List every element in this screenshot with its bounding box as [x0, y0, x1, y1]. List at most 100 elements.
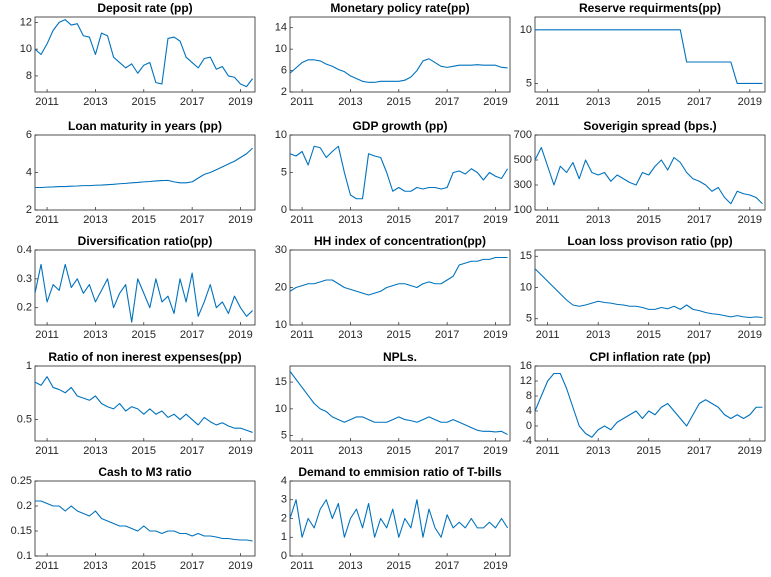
x-tick-label: 2015 [387, 96, 411, 108]
series [535, 29, 763, 84]
x-tick-label: 2011 [536, 96, 560, 108]
y-tick-label: 2 [26, 204, 32, 216]
panel-title: Ratio of non inerest expenses(pp) [48, 350, 241, 364]
x-tick-label: 2019 [738, 445, 762, 457]
series [290, 145, 509, 200]
x-tick-label: 2019 [483, 96, 507, 108]
x-tick-label: 2015 [387, 214, 411, 226]
plot-area [534, 16, 766, 93]
y-tick-label: 0.1 [17, 550, 32, 562]
data-line [290, 371, 508, 436]
x-tick-label: 2017 [435, 214, 459, 226]
x-tick-label: 2011 [290, 560, 314, 572]
x-tick-label: 2019 [228, 560, 252, 572]
y-tick-label: 5 [281, 430, 287, 442]
y-tick-label: 10 [275, 319, 287, 331]
x-tick-label: 2015 [132, 96, 156, 108]
series [35, 19, 254, 88]
plot-area [289, 249, 511, 326]
y-tick-label: 100 [514, 204, 532, 216]
x-tick-label: 2017 [180, 329, 204, 341]
panel-title: Soverigin spread (bps.) [583, 119, 716, 133]
x-tick-label: 2019 [228, 96, 252, 108]
y-tick-label: 5 [526, 313, 532, 325]
data-line [290, 499, 509, 538]
y-tick-label: 4 [526, 405, 532, 417]
data-line [35, 376, 253, 433]
panel-title: CPI inflation rate (pp) [589, 350, 710, 364]
data-line [535, 268, 763, 319]
panel: Cash to M3 ratio 0.1 0.15 0.2 0.25 2011 2013 20… [11, 465, 256, 572]
y-tick-label: 4 [26, 166, 32, 178]
panel: Monetary policy rate(pp) 2 6 10 14 2011 2013 20… [275, 1, 511, 108]
x-tick-label: 2019 [483, 560, 507, 572]
y-tick-label: -4 [522, 435, 532, 447]
plot-area [289, 134, 511, 211]
y-tick-label: 2 [281, 512, 287, 524]
data-line [290, 145, 509, 200]
x-tick-label: 2015 [636, 214, 660, 226]
series [290, 58, 508, 83]
series [35, 147, 253, 189]
y-tick-label: 500 [514, 154, 532, 166]
panel-title: Diversification ratio(pp) [78, 234, 213, 248]
x-tick-label: 2013 [83, 96, 107, 108]
x-tick-label: 2013 [586, 445, 610, 457]
x-tick-label: 2019 [228, 329, 252, 341]
panel-title: Cash to M3 ratio [98, 465, 191, 479]
series [290, 371, 508, 436]
x-tick-label: 2019 [738, 96, 762, 108]
y-tick-label: 2 [281, 86, 287, 98]
series [535, 268, 763, 319]
x-tick-label: 2011 [35, 560, 59, 572]
y-tick-label: 16 [520, 360, 532, 372]
data-line [290, 58, 508, 83]
x-tick-label: 2011 [536, 214, 560, 226]
y-tick-label: 0 [281, 204, 287, 216]
data-line [35, 147, 253, 189]
x-tick-label: 2015 [132, 214, 156, 226]
plot-area [34, 365, 256, 442]
data-line [535, 146, 763, 205]
x-tick-label: 2013 [338, 329, 362, 341]
y-tick-label: 15 [275, 376, 287, 388]
x-tick-label: 2019 [738, 214, 762, 226]
y-tick-label: 0.3 [17, 273, 32, 285]
panel-title: Monetary policy rate(pp) [330, 1, 469, 15]
series [535, 146, 763, 205]
x-tick-label: 2017 [435, 445, 459, 457]
y-tick-label: 8 [26, 70, 32, 82]
x-tick-label: 2013 [83, 560, 107, 572]
x-tick-label: 2013 [338, 96, 362, 108]
panel: HH index of concentration(pp) 10 20 30 2011 2… [275, 234, 511, 341]
x-tick-label: 2011 [35, 96, 59, 108]
x-tick-label: 2013 [83, 329, 107, 341]
x-tick-label: 2015 [387, 445, 411, 457]
x-tick-label: 2019 [483, 445, 507, 457]
panel: GDP growth (pp) 0 5 10 2011 2013 2015 2017 2019 [275, 119, 511, 226]
y-tick-label: 300 [514, 179, 532, 191]
x-tick-label: 2019 [228, 445, 252, 457]
panel-title: Loan maturity in years (pp) [68, 119, 222, 133]
x-tick-label: 2017 [180, 214, 204, 226]
x-tick-label: 2013 [338, 214, 362, 226]
x-tick-label: 2015 [132, 560, 156, 572]
y-tick-label: 1 [281, 531, 287, 543]
y-tick-label: 20 [275, 281, 287, 293]
x-tick-label: 2017 [687, 445, 711, 457]
y-tick-label: 5 [281, 166, 287, 178]
x-tick-label: 2011 [35, 445, 59, 457]
data-line [535, 372, 763, 438]
y-tick-label: 1 [26, 360, 32, 372]
panel: Deposit rate (pp) 8 10 12 2011 2013 2015 2017 20… [20, 1, 256, 108]
y-tick-label: 15 [520, 250, 532, 262]
y-tick-label: 10 [20, 43, 32, 55]
series [535, 372, 763, 438]
panel-title: Loan loss provison ratio (pp) [567, 234, 732, 248]
y-tick-label: 12 [520, 375, 532, 387]
y-tick-label: 12 [20, 16, 32, 28]
x-tick-label: 2017 [435, 329, 459, 341]
panel-title: Demand to emmision ratio of T-bills [298, 465, 502, 479]
y-tick-label: 10 [275, 129, 287, 141]
